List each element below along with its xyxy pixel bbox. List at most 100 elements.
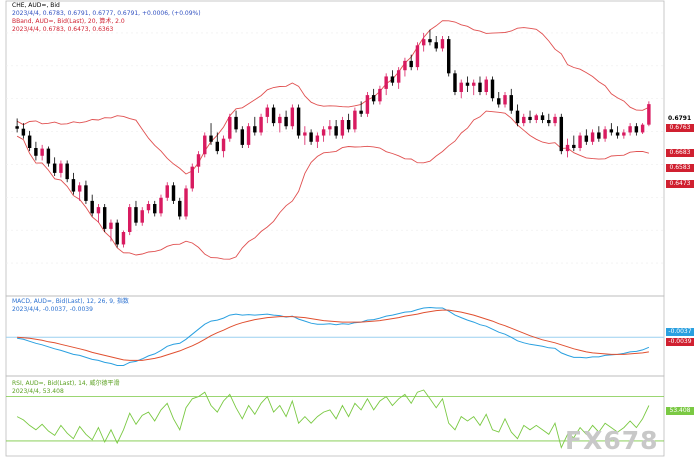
candle-body: [628, 126, 632, 133]
candle-body: [515, 110, 520, 124]
candle-body: [384, 76, 388, 89]
candle-body: [278, 116, 282, 124]
candle-body: [71, 179, 76, 192]
candle-body: [228, 116, 232, 139]
candle-body: [434, 42, 438, 49]
candle-body: [77, 185, 82, 192]
bollinger-lower-line: [16, 110, 650, 260]
candle-body: [84, 185, 88, 201]
candle-body: [328, 126, 332, 130]
candle-body: [271, 107, 276, 124]
candle-body: [528, 116, 532, 120]
candle-body: [315, 135, 320, 142]
candle-body: [428, 39, 432, 43]
candle-body: [597, 132, 601, 139]
candle-body: [553, 116, 557, 124]
candle-body: [215, 141, 220, 152]
rsi-values: 2023/4/4, 53.408: [12, 388, 64, 395]
candle-body: [584, 135, 589, 142]
candle-body: [296, 107, 301, 136]
candle-body: [134, 207, 138, 223]
candle-body: [165, 185, 169, 198]
candle-body: [472, 82, 476, 86]
candle-body: [415, 45, 420, 68]
candle-body: [221, 138, 226, 152]
candle-body: [127, 207, 132, 232]
candle-body: [253, 126, 257, 133]
rsi-tag: 53.408: [666, 407, 694, 415]
candle-body: [490, 79, 495, 99]
candle-body: [96, 207, 101, 214]
candle-body: [59, 163, 63, 173]
candle-body: [321, 129, 326, 136]
macd-signal-line: [17, 309, 649, 361]
candle-body: [459, 82, 463, 92]
candle-body: [634, 126, 639, 133]
candle-body: [365, 95, 370, 114]
candle-body: [522, 116, 526, 124]
candle-body: [559, 116, 564, 152]
candle-body: [259, 116, 263, 133]
candle-body: [497, 98, 501, 105]
fx678-watermark: FX678: [565, 426, 659, 455]
ohlc-header: 2023/4/4, 0.6783, 0.6791, 0.6777, 0.6791…: [12, 10, 201, 17]
macd-values: 2023/4/4, -0.0037, -0.0039: [12, 306, 93, 313]
candle-body: [578, 135, 582, 148]
candle-body: [465, 82, 470, 86]
signal-tag: -0.0039: [666, 338, 694, 346]
candle-body: [503, 95, 507, 105]
candle-body: [378, 88, 382, 102]
candle-body: [640, 124, 645, 133]
candle-body: [15, 126, 19, 129]
macd-header: MACD, AUD=, Bid(Last), 12, 26, 9, 指数: [12, 298, 129, 305]
candle-body: [52, 163, 57, 173]
symbol-header: CHE, AUD=, Bid: [12, 2, 60, 9]
candle-body: [547, 120, 551, 124]
candle-body: [453, 73, 457, 92]
candle-body: [647, 104, 651, 125]
candle-body: [615, 132, 620, 136]
candle-body: [565, 144, 570, 152]
candle-body: [209, 135, 213, 142]
bollinger-header: BBand, AUD=, Bid(Last), 20, 算术, 2.0: [12, 18, 125, 25]
candle-body: [159, 197, 163, 214]
candle-body: [484, 79, 488, 92]
candle-body: [34, 148, 38, 156]
candle-body: [409, 60, 413, 68]
bb-upper-tag: 0.6763: [666, 124, 694, 132]
candle-body: [190, 166, 194, 189]
candle-body: [121, 232, 126, 245]
candle-body: [390, 76, 395, 83]
candle-body: [109, 222, 113, 229]
candle-body: [246, 126, 251, 145]
candle-body: [265, 107, 270, 117]
candle-body: [590, 132, 595, 142]
candle-body: [622, 132, 626, 136]
candle-body: [403, 60, 407, 71]
candle-body: [153, 204, 157, 214]
candle-body: [396, 70, 401, 83]
candle-body: [290, 107, 295, 127]
macd-frame: [5, 295, 665, 377]
candle-body: [178, 200, 182, 217]
candle-body: [284, 116, 288, 127]
candle-body: [440, 39, 445, 49]
bb-price-tag: 0.6583: [666, 164, 694, 172]
candle-body: [346, 120, 351, 130]
candle-body: [146, 204, 151, 211]
candle-body: [509, 95, 513, 111]
last-price-label: 0.6791: [668, 115, 692, 122]
candle-body: [359, 110, 363, 114]
macd-line: [17, 306, 650, 366]
macd-tag: -0.0037: [666, 328, 694, 336]
candle-body: [40, 148, 44, 156]
candle-body: [234, 116, 238, 130]
candle-body: [540, 115, 545, 120]
candle-body: [102, 207, 107, 229]
bb-lower-tag: 0.6473: [666, 180, 694, 188]
candle-body: [171, 185, 176, 201]
candle-body: [478, 82, 482, 92]
bollinger-values: 2023/4/4, 0.6783, 0.6473, 0.6363: [12, 26, 114, 33]
